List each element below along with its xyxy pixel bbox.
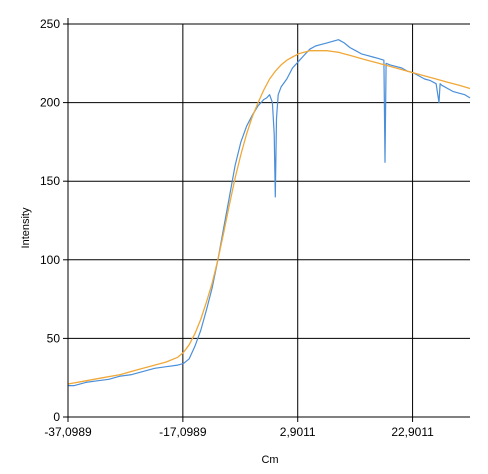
- y-tick-label-2: 100: [40, 253, 60, 267]
- series-line-1: [67, 50, 471, 385]
- y-tick-label-4: 200: [40, 96, 60, 110]
- y-tick-label-3: 150: [40, 174, 60, 188]
- y-tick-label-0: 0: [53, 410, 60, 424]
- x-tick-label-3: 22,9011: [391, 425, 434, 439]
- x-axis-title: Cm: [261, 454, 278, 466]
- chart-grid: [68, 23, 470, 417]
- y-tick-label-1: 50: [47, 331, 61, 345]
- y-axis-title: Intensity: [20, 207, 32, 248]
- x-tick-label-1: -17,0989: [159, 425, 207, 439]
- chart-tick-labels: 0 50 100 150 200 250 -37,0989 -17,0989 2,9011 22,…: [40, 17, 434, 439]
- x-tick-label-0: -37,0989: [44, 425, 92, 439]
- series-line-0: [68, 39, 471, 387]
- y-tick-label-5: 250: [40, 17, 60, 31]
- plot-series: [67, 39, 471, 387]
- chart-axes: [63, 18, 470, 422]
- x-tick-label-2: 2,9011: [280, 425, 316, 439]
